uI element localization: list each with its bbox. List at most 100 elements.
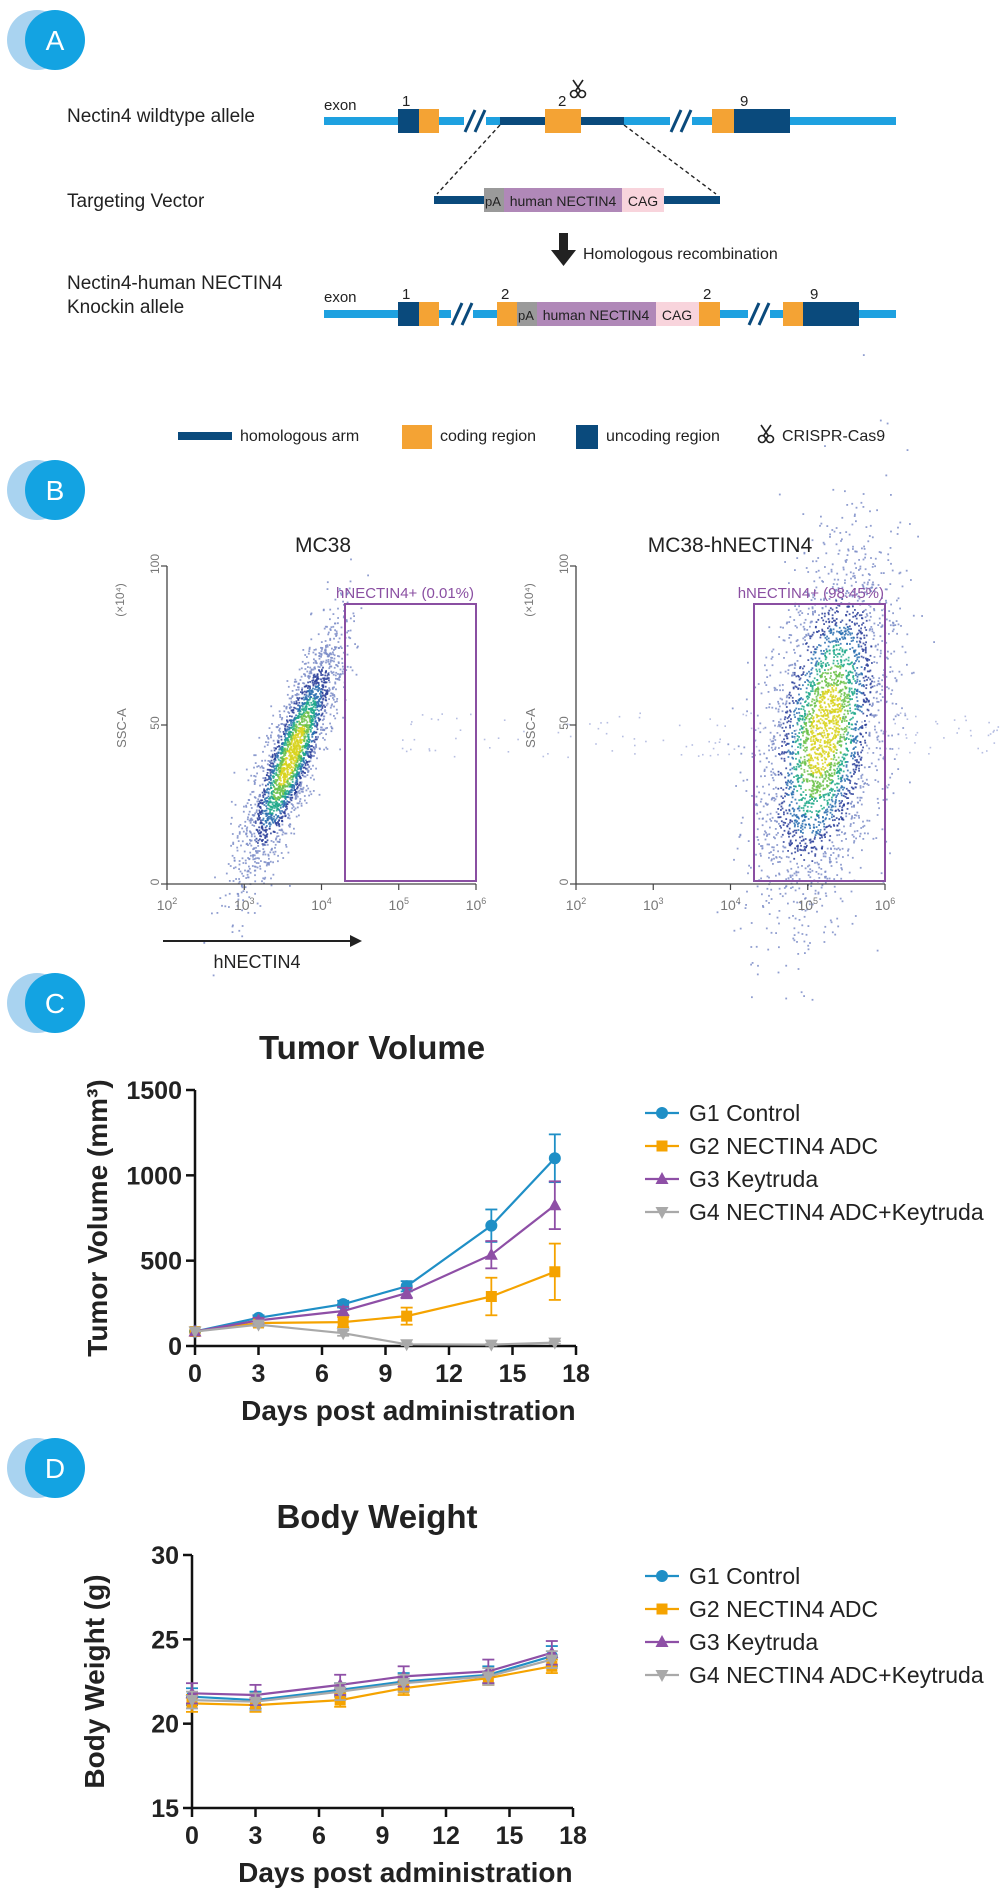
flow-x-tick: 104	[720, 896, 741, 913]
flow-x-tick: 105	[797, 896, 818, 913]
flow-y-tick: 0	[148, 878, 162, 885]
data-point	[188, 1326, 202, 1339]
x-tick-label: 6	[315, 1360, 329, 1388]
recombination-arrow: Homologous recombination	[551, 233, 778, 266]
y-label-right: SSC-A	[523, 708, 538, 748]
series-line	[191, 1651, 553, 1697]
x-tick-label: 3	[252, 1360, 266, 1388]
legend-item: G4 NECTIN4 ADC+Keytruda	[645, 1199, 984, 1225]
series-line	[194, 1204, 556, 1333]
x-tick-label: 18	[562, 1360, 590, 1388]
data-point	[548, 1152, 561, 1165]
legend-homologous-arm: homologous arm	[240, 428, 359, 445]
data-point	[336, 1304, 350, 1317]
series-4	[188, 1319, 562, 1352]
y-axis-label: Body Weight (g)	[79, 1574, 110, 1788]
flow-x-tick: 106	[875, 896, 896, 913]
cag-ki: CAG	[662, 307, 692, 323]
data-point	[336, 1328, 350, 1341]
legend: G1 Control G2 NECTIN4 ADC G3 Keytruda G4 NE…	[645, 1100, 984, 1225]
exon-1-wt: 1	[402, 93, 410, 110]
legend-label: G2 NECTIN4 ADC	[689, 1133, 878, 1159]
scissors-icon	[757, 424, 775, 444]
panel-a-letter: A	[46, 25, 65, 56]
ticks-left: 0 50 100 102 103 104 105 106	[148, 554, 486, 913]
series-line	[191, 1658, 553, 1703]
x-tick-label: 15	[499, 1360, 527, 1388]
y-tick-label: 20	[151, 1711, 179, 1739]
series-1	[189, 1133, 561, 1338]
x-tick-label: 0	[188, 1360, 202, 1388]
flow-plot-left: MC38 hNECTIN4+ (0.01%) 0 50 100 102 103 104 10…	[113, 534, 486, 977]
x-tick-label: 12	[432, 1822, 460, 1850]
exon-2-ki-right: 2	[703, 286, 711, 303]
data-point	[249, 1696, 262, 1709]
data-point	[400, 1339, 414, 1352]
data-point	[549, 1266, 561, 1278]
x-tick-label: 18	[559, 1822, 587, 1850]
knockin-label-2: Knockin allele	[67, 297, 184, 318]
x-axis-label: Days post administration	[241, 1395, 576, 1426]
y-axis-label: Tumor Volume (mm³)	[82, 1079, 113, 1356]
y-multiplier-right: (×10⁴)	[522, 583, 536, 617]
flow-y-tick: 100	[148, 554, 162, 574]
scatter-cloud-right	[401, 354, 1000, 1001]
wildtype-label: Nectin4 wildtype allele	[67, 106, 255, 127]
y-multiplier-left: (×10⁴)	[113, 583, 127, 617]
scissors-icon	[569, 79, 587, 99]
flow-x-tick: 103	[643, 896, 664, 913]
panel-a-badge: A	[7, 10, 85, 70]
legend-uncoding-region: uncoding region	[606, 428, 720, 445]
data-point	[185, 1695, 199, 1708]
data-point	[548, 1337, 562, 1350]
data-point	[397, 1678, 411, 1691]
legend-item: G1 Control	[645, 1563, 800, 1589]
y-tick-label: 1500	[126, 1077, 182, 1105]
exon-9-ki: 9	[810, 286, 818, 303]
legend-crispr: CRISPR-Cas9	[782, 428, 885, 445]
gate-right-label: hNECTIN4+ (98.45%)	[738, 585, 884, 602]
break-mark	[463, 109, 693, 133]
panel-c-letter: C	[45, 988, 65, 1019]
data-point	[485, 1219, 498, 1232]
ticks-right: 0 50 100 102 103 104 105 106	[557, 554, 895, 913]
recombination-label: Homologous recombination	[583, 246, 778, 263]
tumor-volume-chart: Tumor Volume 0 500 1000 1500 0 3 6 9 12 15 18 Days p…	[82, 1029, 984, 1426]
x-tick-label: 6	[312, 1822, 326, 1850]
legend-label: G3 Keytruda	[689, 1629, 818, 1655]
data-point	[484, 1247, 498, 1260]
flow-x-tick: 105	[388, 896, 409, 913]
legend-label: G2 NECTIN4 ADC	[689, 1596, 878, 1622]
y-label-left: SSC-A	[114, 708, 129, 748]
flow-y-tick: 0	[557, 878, 571, 885]
x-tick-label: 3	[249, 1822, 263, 1850]
legend-item: G4 NECTIN4 ADC+Keytruda	[645, 1662, 984, 1688]
data-point	[545, 1654, 559, 1667]
knockin-label-1: Nectin4-human NECTIN4	[67, 273, 283, 294]
data-point	[484, 1339, 498, 1352]
wildtype-allele: exon 1 2 9	[324, 79, 896, 195]
body-weight-chart: Body Weight 15 20 25 30 0 3 6 9 12 15 18 Days post a…	[79, 1498, 984, 1888]
x-arrow-label: hNECTIN4	[213, 952, 300, 972]
vector-label: Targeting Vector	[67, 191, 205, 212]
gate-left-label: hNECTIN4+ (0.01%)	[336, 585, 474, 602]
pa-vector: pA	[485, 194, 501, 209]
legend-item: G3 Keytruda	[645, 1629, 818, 1655]
flow-y-tick: 50	[148, 716, 162, 730]
schematic: Nectin4 wildtype allele Targeting Vector…	[67, 79, 896, 449]
exon-2-ki-left: 2	[501, 286, 509, 303]
break-mark	[450, 302, 771, 326]
human-nectin4-ki: human NECTIN4	[543, 307, 650, 323]
series-line	[194, 1323, 555, 1346]
exon-word-wt: exon	[324, 97, 357, 114]
panel-d-badge: D	[7, 1438, 85, 1498]
data-point	[548, 1198, 562, 1211]
legend-label: G4 NECTIN4 ADC+Keytruda	[689, 1199, 984, 1225]
panel-d-letter: D	[45, 1453, 65, 1484]
y-tick-label: 1000	[126, 1162, 182, 1190]
cag-vector: CAG	[628, 193, 658, 209]
series-line	[191, 1665, 553, 1707]
legend-label: G1 Control	[689, 1100, 800, 1126]
legend-label: G3 Keytruda	[689, 1166, 818, 1192]
